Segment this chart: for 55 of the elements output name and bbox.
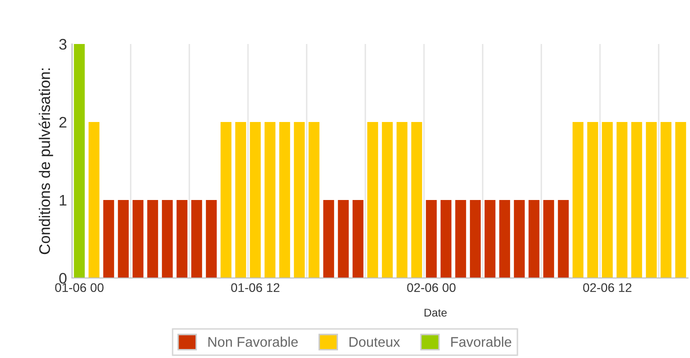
bar [132,200,144,278]
bar [191,200,202,278]
x-axis-title: Date [424,308,447,317]
bar [616,122,628,278]
bar [235,122,246,278]
bar [660,122,672,278]
y-tick-label: 2 [59,116,66,128]
bar [74,44,85,278]
bar [499,200,510,278]
bar [528,200,540,278]
x-tick-label: 02-06 00 [407,283,456,292]
legend-label: Non Favorable [208,336,298,347]
bar [162,200,173,278]
bar [323,200,334,278]
bar [250,122,261,278]
bar [646,122,657,278]
bar [455,200,466,278]
bar [572,122,584,278]
bar [279,122,290,278]
bar [338,200,349,278]
bar [558,200,569,278]
bar [147,200,158,278]
bar [220,122,232,278]
bar [396,122,408,278]
bar [543,200,554,278]
bar [367,122,378,278]
bar [264,122,276,278]
bar [631,122,642,278]
bar [440,200,452,278]
x-tick-label: 02-06 12 [583,283,632,292]
bar [470,200,481,278]
bar [411,122,422,278]
bar [176,200,188,278]
bar [484,200,496,278]
bar [426,200,437,278]
bar [514,200,525,278]
bar [103,200,114,278]
legend-label: Favorable [451,336,512,347]
y-tick-label: 1 [60,195,66,206]
bar [308,122,320,278]
bar [88,122,100,278]
bar [294,122,305,278]
y-tick-label: 3 [59,38,66,50]
y-tick-label: 0 [59,272,67,284]
bar [206,200,217,278]
bar [382,122,393,278]
bar [118,200,129,278]
legend-label: Douteux [350,337,400,347]
bar [587,122,598,278]
x-tick-label: 01-06 00 [55,283,104,292]
bar [602,122,613,278]
bar [352,200,364,278]
y-axis-title: Conditions de pulvérisation: [38,68,54,254]
x-tick-label: 01-06 12 [231,283,280,292]
bar [675,122,686,278]
